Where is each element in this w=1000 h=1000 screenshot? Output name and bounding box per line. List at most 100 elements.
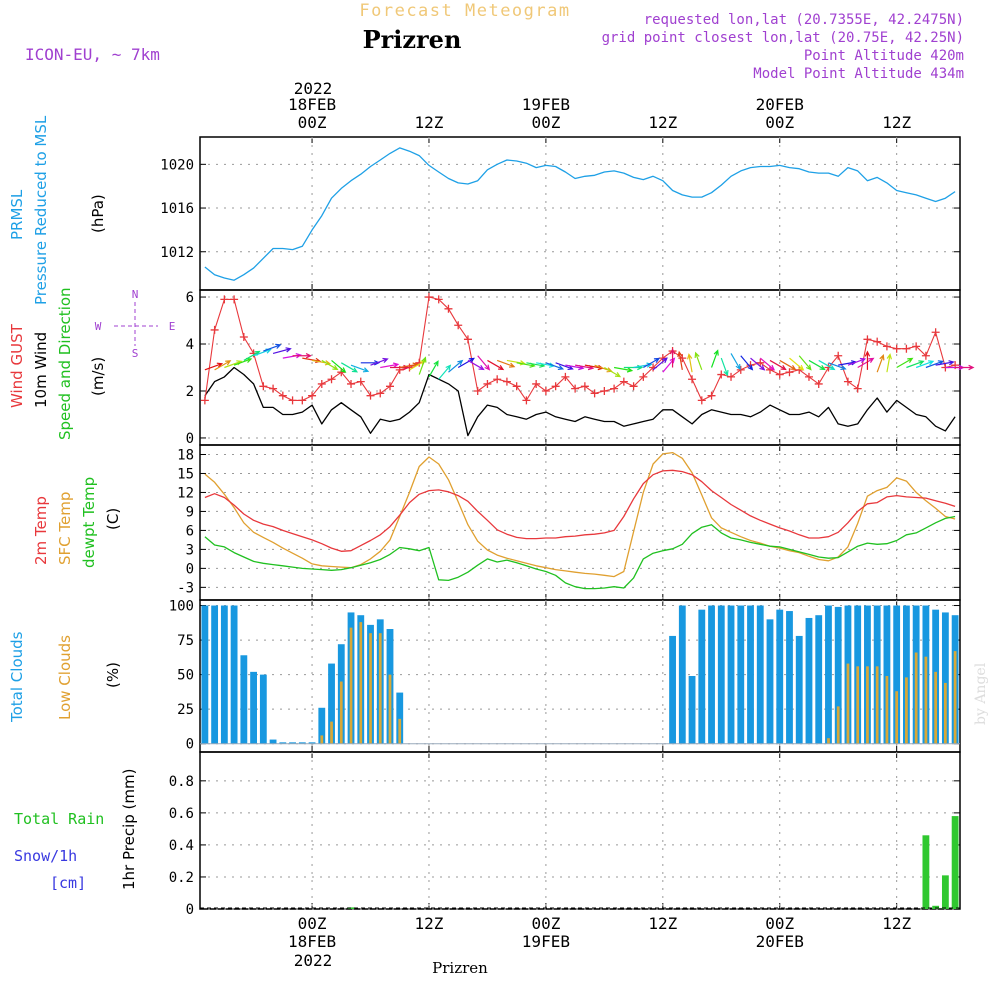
- gust-marker: [298, 396, 307, 405]
- wind-arrow: [428, 360, 439, 378]
- location-title: Prizren: [363, 25, 462, 54]
- banner-title: Forecast Meteogram: [359, 1, 570, 21]
- clouds-unit: (%): [104, 662, 122, 688]
- gust-marker: [863, 335, 872, 344]
- total-cloud-bar: [259, 674, 267, 744]
- wind-arrow: [418, 356, 427, 375]
- gust-marker: [931, 328, 940, 337]
- total-cloud-bar: [328, 663, 335, 744]
- wind-arrow: [302, 357, 322, 364]
- wind-arrow: [669, 348, 676, 368]
- top-time-tick-label: 12Z: [415, 113, 444, 132]
- wind-arrow: [487, 359, 505, 371]
- gust-marker: [707, 391, 716, 400]
- y-tick-label: 1012: [160, 245, 194, 261]
- model-altitude: Model Point Altitude 434m: [753, 66, 964, 82]
- compass-e-label: E: [169, 320, 176, 333]
- wind-arrow: [467, 359, 485, 371]
- wind-arrow: [370, 357, 389, 366]
- low-cloud-bar: [378, 633, 382, 744]
- wind-arrow: [292, 353, 312, 359]
- low-clouds-label: Low Clouds: [56, 635, 74, 720]
- gust-marker: [882, 342, 891, 351]
- wind-arrow: [224, 360, 243, 369]
- y-tick-label: 0.6: [169, 806, 194, 822]
- wind10-label: 10m Wind: [32, 332, 50, 408]
- low-cloud-bar: [320, 735, 324, 744]
- dewpt-line: [204, 515, 956, 590]
- top-time-tick-label: 00Z: [531, 113, 560, 132]
- y-tick-label: 100: [169, 599, 194, 615]
- wind-arrow: [506, 359, 527, 366]
- total-cloud-bar: [756, 605, 764, 744]
- gust-marker: [473, 386, 482, 395]
- temperature-plot: -3 0 3 6 9 12 15 18: [177, 445, 960, 600]
- total-cloud-bar: [220, 605, 228, 744]
- y-tick-label: 0.4: [169, 838, 194, 854]
- total-cloud-bar: [903, 605, 910, 744]
- wind-arrow: [204, 362, 224, 371]
- gust-marker: [873, 337, 882, 346]
- gust-marker: [424, 293, 433, 302]
- clouds-plot: 0 25 50 75 100: [169, 599, 960, 753]
- low-cloud-bar: [359, 622, 363, 744]
- gust-marker: [376, 389, 385, 398]
- y-tick-label: 0: [186, 431, 194, 447]
- top-date-label: 19FEB: [522, 95, 570, 114]
- y-tick-label: 6: [186, 290, 194, 306]
- bottom-time-tick-label: 00Z: [298, 914, 327, 933]
- gust-marker: [239, 332, 248, 341]
- total-cloud-bar: [941, 612, 949, 744]
- top-time-tick-label: 12Z: [648, 113, 677, 132]
- total-cloud-bar: [240, 655, 248, 744]
- total-cloud-bar: [308, 742, 316, 744]
- speed-direction-label: Speed and Direction: [56, 287, 74, 440]
- total-cloud-bar: [834, 606, 842, 744]
- y-tick-label: -3: [177, 580, 194, 596]
- wind-arrow: [915, 360, 935, 369]
- top-date-label: 20FEB: [756, 95, 804, 114]
- gust-marker: [697, 396, 706, 405]
- top-year: 2022: [294, 79, 333, 98]
- low-cloud-bar: [827, 738, 830, 744]
- t2m-line: [204, 469, 956, 552]
- low-cloud-bar: [339, 681, 343, 744]
- wind-arrow: [710, 349, 719, 368]
- wind-arrow: [828, 362, 847, 371]
- requested-coords: requested lon,lat (20.7355E, 42.2475N): [644, 12, 964, 28]
- total-cloud-bar: [805, 617, 813, 744]
- top-time-tick-label: 00Z: [298, 113, 327, 132]
- low-cloud-bar: [846, 663, 850, 744]
- gust-marker: [600, 386, 609, 395]
- total-cloud-bar: [815, 615, 823, 744]
- wind-panel: Wind GUST 10m Wind Speed and Direction (…: [8, 287, 975, 447]
- low-cloud-bar: [388, 674, 392, 744]
- wind10-line: [204, 366, 956, 437]
- gust-marker: [327, 375, 336, 384]
- bottom-time-tick-label: 12Z: [415, 914, 444, 933]
- bottom-time-tick-label: 00Z: [765, 914, 794, 933]
- prmsl-line: [204, 147, 956, 281]
- low-cloud-bar: [866, 666, 869, 744]
- wind-arrow: [448, 359, 464, 373]
- total-cloud-bar: [708, 605, 715, 744]
- gust-marker: [571, 384, 580, 393]
- total-cloud-bar: [786, 611, 793, 744]
- total-cloud-bar: [396, 692, 404, 744]
- model-label: ICON-EU, ~ 7km: [25, 45, 160, 64]
- wind-arrow: [253, 348, 272, 357]
- low-cloud-bar: [856, 666, 860, 744]
- wind-arrow: [477, 355, 491, 371]
- gust-marker: [688, 375, 697, 384]
- wind-gust-line: [204, 296, 956, 401]
- gust-marker: [561, 372, 570, 381]
- precip-ylabel: 1hr Precip (mm): [120, 769, 138, 890]
- gust-marker: [210, 325, 219, 334]
- wind-arrow: [380, 362, 400, 369]
- low-cloud-bar: [905, 677, 908, 744]
- gust-marker: [386, 382, 394, 391]
- y-tick-label: 0: [186, 737, 194, 753]
- panel-frames: [199, 136, 961, 910]
- total-cloud-bar: [795, 635, 803, 744]
- wind-arrow: [263, 343, 282, 352]
